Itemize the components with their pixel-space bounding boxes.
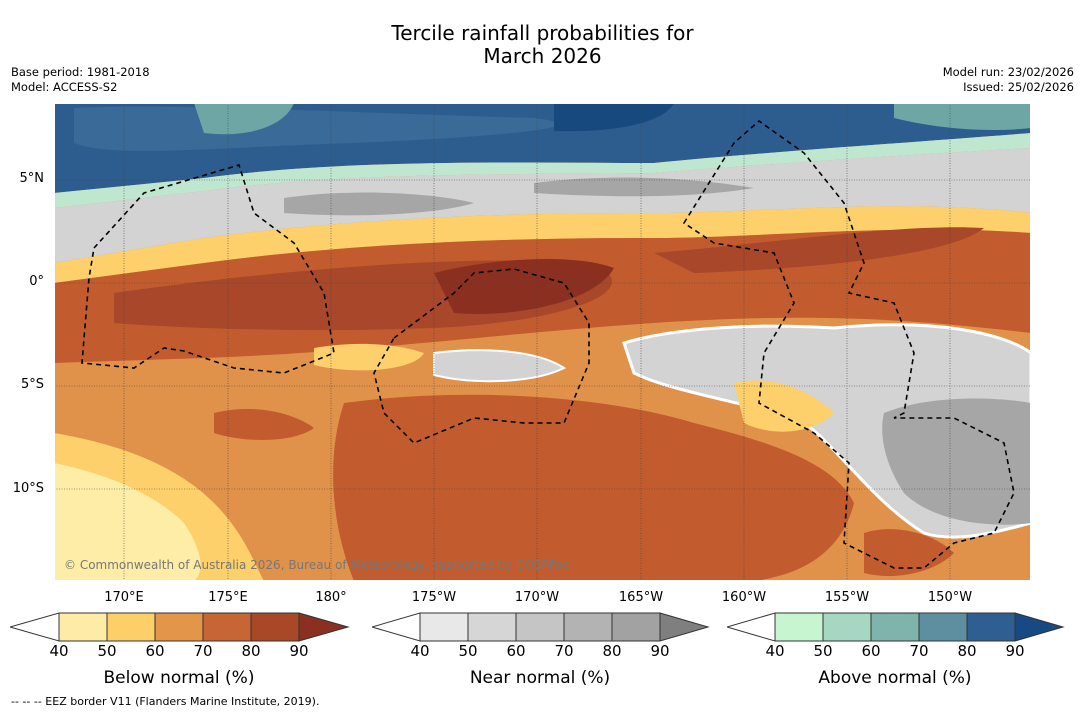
lon-label-175w: 175°W (411, 590, 457, 605)
lon-label-150w: 150°W (927, 590, 973, 605)
cb-below-title: Below normal (%) (103, 668, 255, 688)
meta-right: Model run: 23/02/2026 Issued: 25/02/2026 (943, 65, 1074, 95)
cb-below-tick-90: 90 (289, 642, 309, 660)
field-below-south (333, 394, 855, 581)
meta-left: Base period: 1981-2018 Model: ACCESS-S2 (11, 65, 150, 95)
field-near-mid (433, 349, 566, 383)
cb-below-tick-80: 80 (241, 642, 261, 660)
eez-border-central (373, 268, 590, 444)
lat-label-10s: 10°S (12, 481, 44, 496)
title-line-2: March 2026 (483, 44, 602, 68)
colorbar-near-segment-50-60 (467, 612, 517, 642)
colorbar-near-max-arrow (659, 612, 710, 642)
map-title: Tercile rainfall probabilities for March… (0, 22, 1085, 68)
lon-label-170w: 170°W (514, 590, 560, 605)
lon-label-175e: 175°E (208, 590, 248, 605)
cb-above-tick-70: 70 (909, 642, 929, 660)
colorbar-above-segment-50-60 (822, 612, 872, 642)
lon-label-155w: 155°W (824, 590, 870, 605)
colorbar-below-max-arrow (298, 612, 350, 642)
colorbar-near-min-arrow (372, 612, 421, 642)
cb-above-title: Above normal (%) (818, 668, 972, 688)
colorbar-near-segment-40-50 (419, 612, 469, 642)
colorbar-above-segment-70-80 (918, 612, 968, 642)
lon-label-165w: 165°W (618, 590, 664, 605)
map-frame (54, 103, 1031, 581)
eez-legend-note: -- -- -- EEZ border V11 (Flanders Marine… (11, 695, 320, 708)
field-below-sw-pale (54, 463, 201, 581)
colorbar-near-segment-80-90 (611, 612, 661, 642)
field-near-dark-2 (534, 177, 754, 197)
lat-label-5n: 5°N (19, 171, 45, 186)
field-above-teal-1 (194, 103, 294, 135)
colorbar-above-min-arrow (727, 612, 776, 642)
probability-map (54, 103, 1031, 581)
colorbar-below-bar (10, 612, 350, 642)
lat-label-0: 0° (29, 274, 44, 289)
field-below-light (54, 206, 1031, 283)
field-near-band (54, 148, 1031, 263)
copyright-text: © Commonwealth of Australia 2026, Bureau… (64, 558, 570, 572)
field-near-east-dark (882, 398, 1031, 525)
colorbar-below-min-arrow (10, 612, 60, 642)
cb-near-tick-90: 90 (650, 642, 670, 660)
base-period: Base period: 1981-2018 (11, 65, 150, 79)
cb-near-tick-40: 40 (410, 642, 430, 660)
cb-above-tick-60: 60 (861, 642, 881, 660)
field-above-band (74, 106, 558, 151)
field-transition-mint (54, 133, 1031, 208)
colorbar-below-segment-40-50 (58, 612, 108, 642)
cb-above-tick-90: 90 (1005, 642, 1025, 660)
colorbar-below-segment-50-60 (106, 612, 156, 642)
field-below-south-3 (864, 529, 954, 577)
cb-near-tick-80: 80 (602, 642, 622, 660)
cb-above-tick-40: 40 (765, 642, 785, 660)
field-below-south-2 (214, 408, 314, 440)
cb-above-tick-80: 80 (957, 642, 977, 660)
colorbar-near-segment-60-70 (515, 612, 565, 642)
cb-below-tick-50: 50 (97, 642, 117, 660)
colorbar-below-segment-80-90 (250, 612, 300, 642)
map-graticule (54, 103, 1031, 581)
colorbar-near-segment-70-80 (563, 612, 613, 642)
colorbar-above-bar (727, 612, 1065, 642)
cb-below-tick-60: 60 (145, 642, 165, 660)
cb-near-tick-70: 70 (554, 642, 574, 660)
model-run: Model run: 23/02/2026 (942, 65, 1074, 79)
cb-above-tick-50: 50 (813, 642, 833, 660)
field-above-teal-2 (894, 103, 1031, 130)
cb-below-tick-70: 70 (193, 642, 213, 660)
issued-date: Issued: 25/02/2026 (963, 80, 1074, 94)
colorbar-near-bar (372, 612, 710, 642)
lat-label-5s: 5°S (20, 377, 44, 392)
lon-label-160w: 160°W (721, 590, 767, 605)
colorbar-below-segment-70-80 (202, 612, 252, 642)
field-near-dark-1 (284, 192, 474, 216)
colorbar-above-segment-40-50 (774, 612, 824, 642)
cb-near-tick-60: 60 (506, 642, 526, 660)
cb-near-title: Near normal (%) (469, 668, 611, 688)
field-above-deep (554, 103, 674, 132)
eez-border-west (81, 164, 335, 374)
field-below-light-2 (734, 380, 834, 432)
field-below-light-3 (314, 343, 424, 371)
cb-near-tick-50: 50 (458, 642, 478, 660)
cb-below-tick-40: 40 (49, 642, 69, 660)
eez-borders (81, 119, 1015, 569)
field-below-deep-2 (654, 227, 984, 273)
title-line-1: Tercile rainfall probabilities for (391, 21, 694, 45)
colorbar-above-segment-80-90 (966, 612, 1016, 642)
colorbar-below-segment-60-70 (154, 612, 204, 642)
colorbar-above-max-arrow (1014, 612, 1065, 642)
lon-label-180: 180° (315, 590, 347, 605)
lon-label-170e: 170°E (104, 590, 144, 605)
model-name: Model: ACCESS-S2 (11, 80, 118, 94)
colorbar-above-segment-60-70 (870, 612, 920, 642)
